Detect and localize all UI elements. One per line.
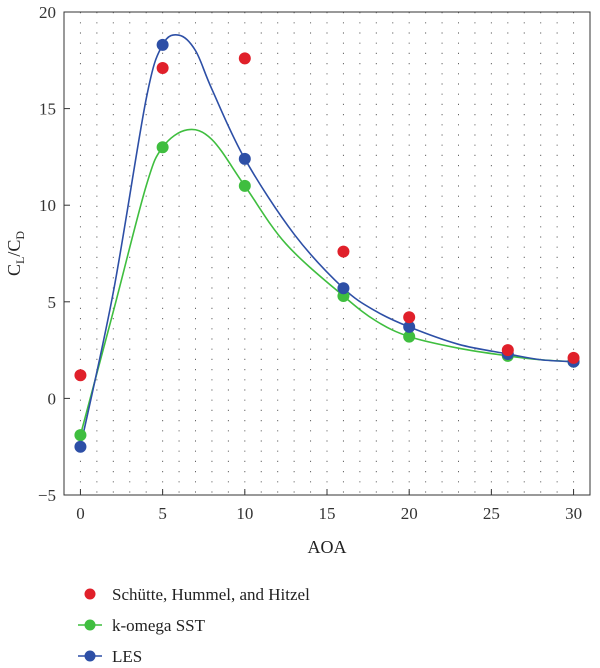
x-tick-label: 5 (158, 504, 167, 523)
data-point-series-0 (337, 245, 350, 258)
data-point-series-2 (74, 440, 87, 453)
data-point-series-2 (156, 38, 169, 51)
data-point-series-0 (156, 62, 169, 75)
y-axis-title-slash: / (4, 252, 24, 257)
legend-label-komega: k-omega SST (112, 616, 206, 635)
x-tick-label: 30 (565, 504, 582, 523)
series-line-2 (79, 33, 574, 447)
y-tick-label: 20 (39, 3, 56, 22)
y-tick-label: 10 (39, 196, 56, 215)
x-tick-label: 0 (76, 504, 85, 523)
y-tick-label: −5 (38, 486, 56, 505)
series-line-1 (79, 128, 574, 436)
y-axis-title-sub2: D (13, 231, 27, 240)
legend-marker-les (84, 650, 96, 662)
data-point-series-0 (238, 52, 251, 65)
x-tick-label: 25 (483, 504, 500, 523)
legend-marker-schutte (84, 588, 96, 600)
y-tick-label: 5 (48, 293, 57, 312)
x-tick-label: 10 (236, 504, 253, 523)
y-axis-title-sub1: L (13, 257, 27, 264)
legend: Schütte, Hummel, and Hitzel k-omega SST … (78, 585, 310, 666)
legend-item-komega: k-omega SST (78, 616, 206, 635)
legend-marker-komega (84, 619, 96, 631)
y-tick-label: 0 (48, 389, 57, 408)
data-point-series-0 (501, 344, 514, 357)
data-point-series-1 (156, 141, 169, 154)
legend-item-les: LES (78, 647, 142, 666)
series-layer (74, 33, 580, 453)
y-axis-title-c1: C (4, 264, 24, 276)
data-point-series-2 (403, 320, 416, 333)
y-axis-title-c2: C (4, 240, 24, 252)
legend-item-schutte: Schütte, Hummel, and Hitzel (84, 585, 310, 604)
axis-ticks: 0 5 10 15 20 25 30 −5 0 5 10 15 20 (38, 3, 582, 523)
data-point-series-1 (238, 179, 251, 192)
data-point-series-0 (567, 351, 580, 364)
x-tick-label: 15 (319, 504, 336, 523)
data-point-series-2 (238, 152, 251, 165)
legend-label-schutte: Schütte, Hummel, and Hitzel (112, 585, 310, 604)
data-point-series-2 (337, 282, 350, 295)
y-axis-title: CL/CD (4, 231, 27, 276)
data-point-series-0 (74, 369, 87, 382)
legend-label-les: LES (112, 647, 142, 666)
y-tick-label: 15 (39, 100, 56, 119)
data-point-series-1 (74, 429, 87, 442)
x-axis-title: AOA (308, 537, 347, 557)
x-tick-label: 20 (401, 504, 418, 523)
plot-grid (79, 12, 575, 495)
data-point-series-1 (403, 330, 416, 343)
data-point-series-0 (403, 311, 416, 324)
